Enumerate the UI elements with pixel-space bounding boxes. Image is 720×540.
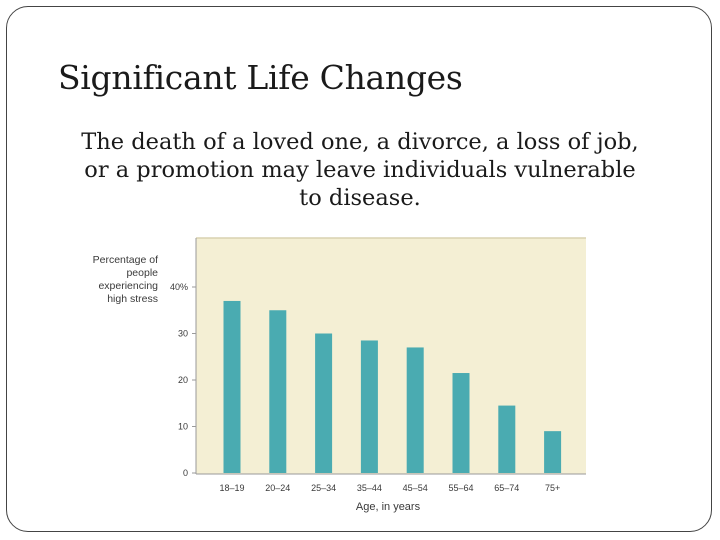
subtitle-line: to disease. [299, 185, 421, 211]
bar [406, 347, 424, 473]
bar [452, 373, 470, 473]
bar [498, 405, 516, 473]
y-axis-label-line: people [126, 267, 158, 279]
y-axis-label-line: experiencing [98, 280, 158, 292]
y-tick-label: 10 [178, 422, 188, 432]
bar [315, 333, 333, 473]
x-tick-label: 35–44 [357, 483, 382, 493]
bar [223, 300, 241, 473]
y-axis-label-line: high stress [107, 293, 158, 305]
x-tick-label: 45–54 [403, 483, 428, 493]
chart-plot: 0 10 20 30 40% 18–19 20–24 25–34 35–44 45–54 55–64… [170, 237, 586, 493]
x-tick-label: 20–24 [265, 483, 290, 493]
y-axis-label: Percentage of people experiencing high s… [78, 254, 158, 306]
bar [544, 431, 562, 473]
y-tick-label: 30 [178, 329, 188, 339]
y-tick-label: 40% [170, 282, 188, 292]
slide-title: Significant Life Changes [58, 58, 463, 97]
plot-background [196, 238, 586, 474]
x-tick-label: 25–34 [311, 483, 336, 493]
subtitle-line: or a promotion may leave individuals vul… [84, 157, 636, 183]
bar [360, 340, 378, 473]
x-tick-label: 75+ [545, 483, 560, 493]
x-tick-label: 55–64 [448, 483, 473, 493]
x-axis-label: Age, in years [355, 501, 421, 513]
y-axis-label-line: Percentage of [92, 254, 158, 266]
stress-bar-chart: Percentage of people experiencing high s… [78, 232, 598, 520]
y-tick-label: 0 [183, 468, 188, 478]
y-tick-label: 20 [178, 375, 188, 385]
x-tick-label: 18–19 [219, 483, 244, 493]
slide-subtitle: The death of a loved one, a divorce, a l… [40, 128, 680, 212]
subtitle-line: The death of a loved one, a divorce, a l… [81, 129, 639, 155]
x-tick-label: 65–74 [494, 483, 519, 493]
bar [269, 310, 287, 473]
slide-frame [6, 6, 712, 532]
